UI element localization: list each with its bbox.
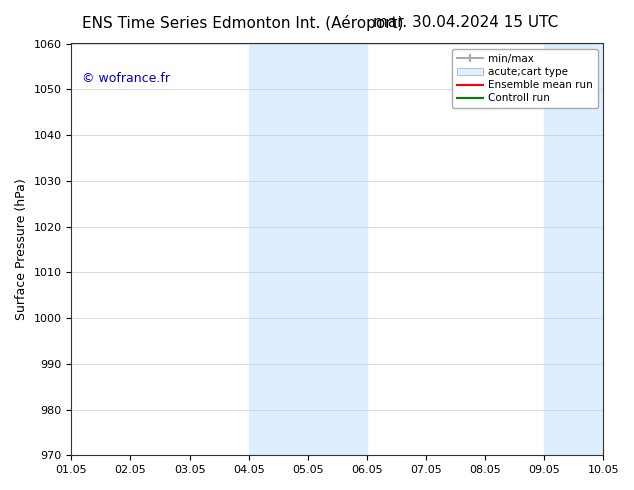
Text: mar. 30.04.2024 15 UTC: mar. 30.04.2024 15 UTC: [373, 15, 558, 30]
Bar: [544, 44, 603, 455]
Text: © wofrance.fr: © wofrance.fr: [82, 73, 170, 85]
Y-axis label: Surface Pressure (hPa): Surface Pressure (hPa): [15, 178, 28, 320]
Text: ENS Time Series Edmonton Int. (Aéroport): ENS Time Series Edmonton Int. (Aéroport): [82, 15, 404, 31]
Bar: [249, 44, 367, 455]
Legend: min/max, acute;cart type, Ensemble mean run, Controll run: min/max, acute;cart type, Ensemble mean …: [451, 49, 598, 108]
